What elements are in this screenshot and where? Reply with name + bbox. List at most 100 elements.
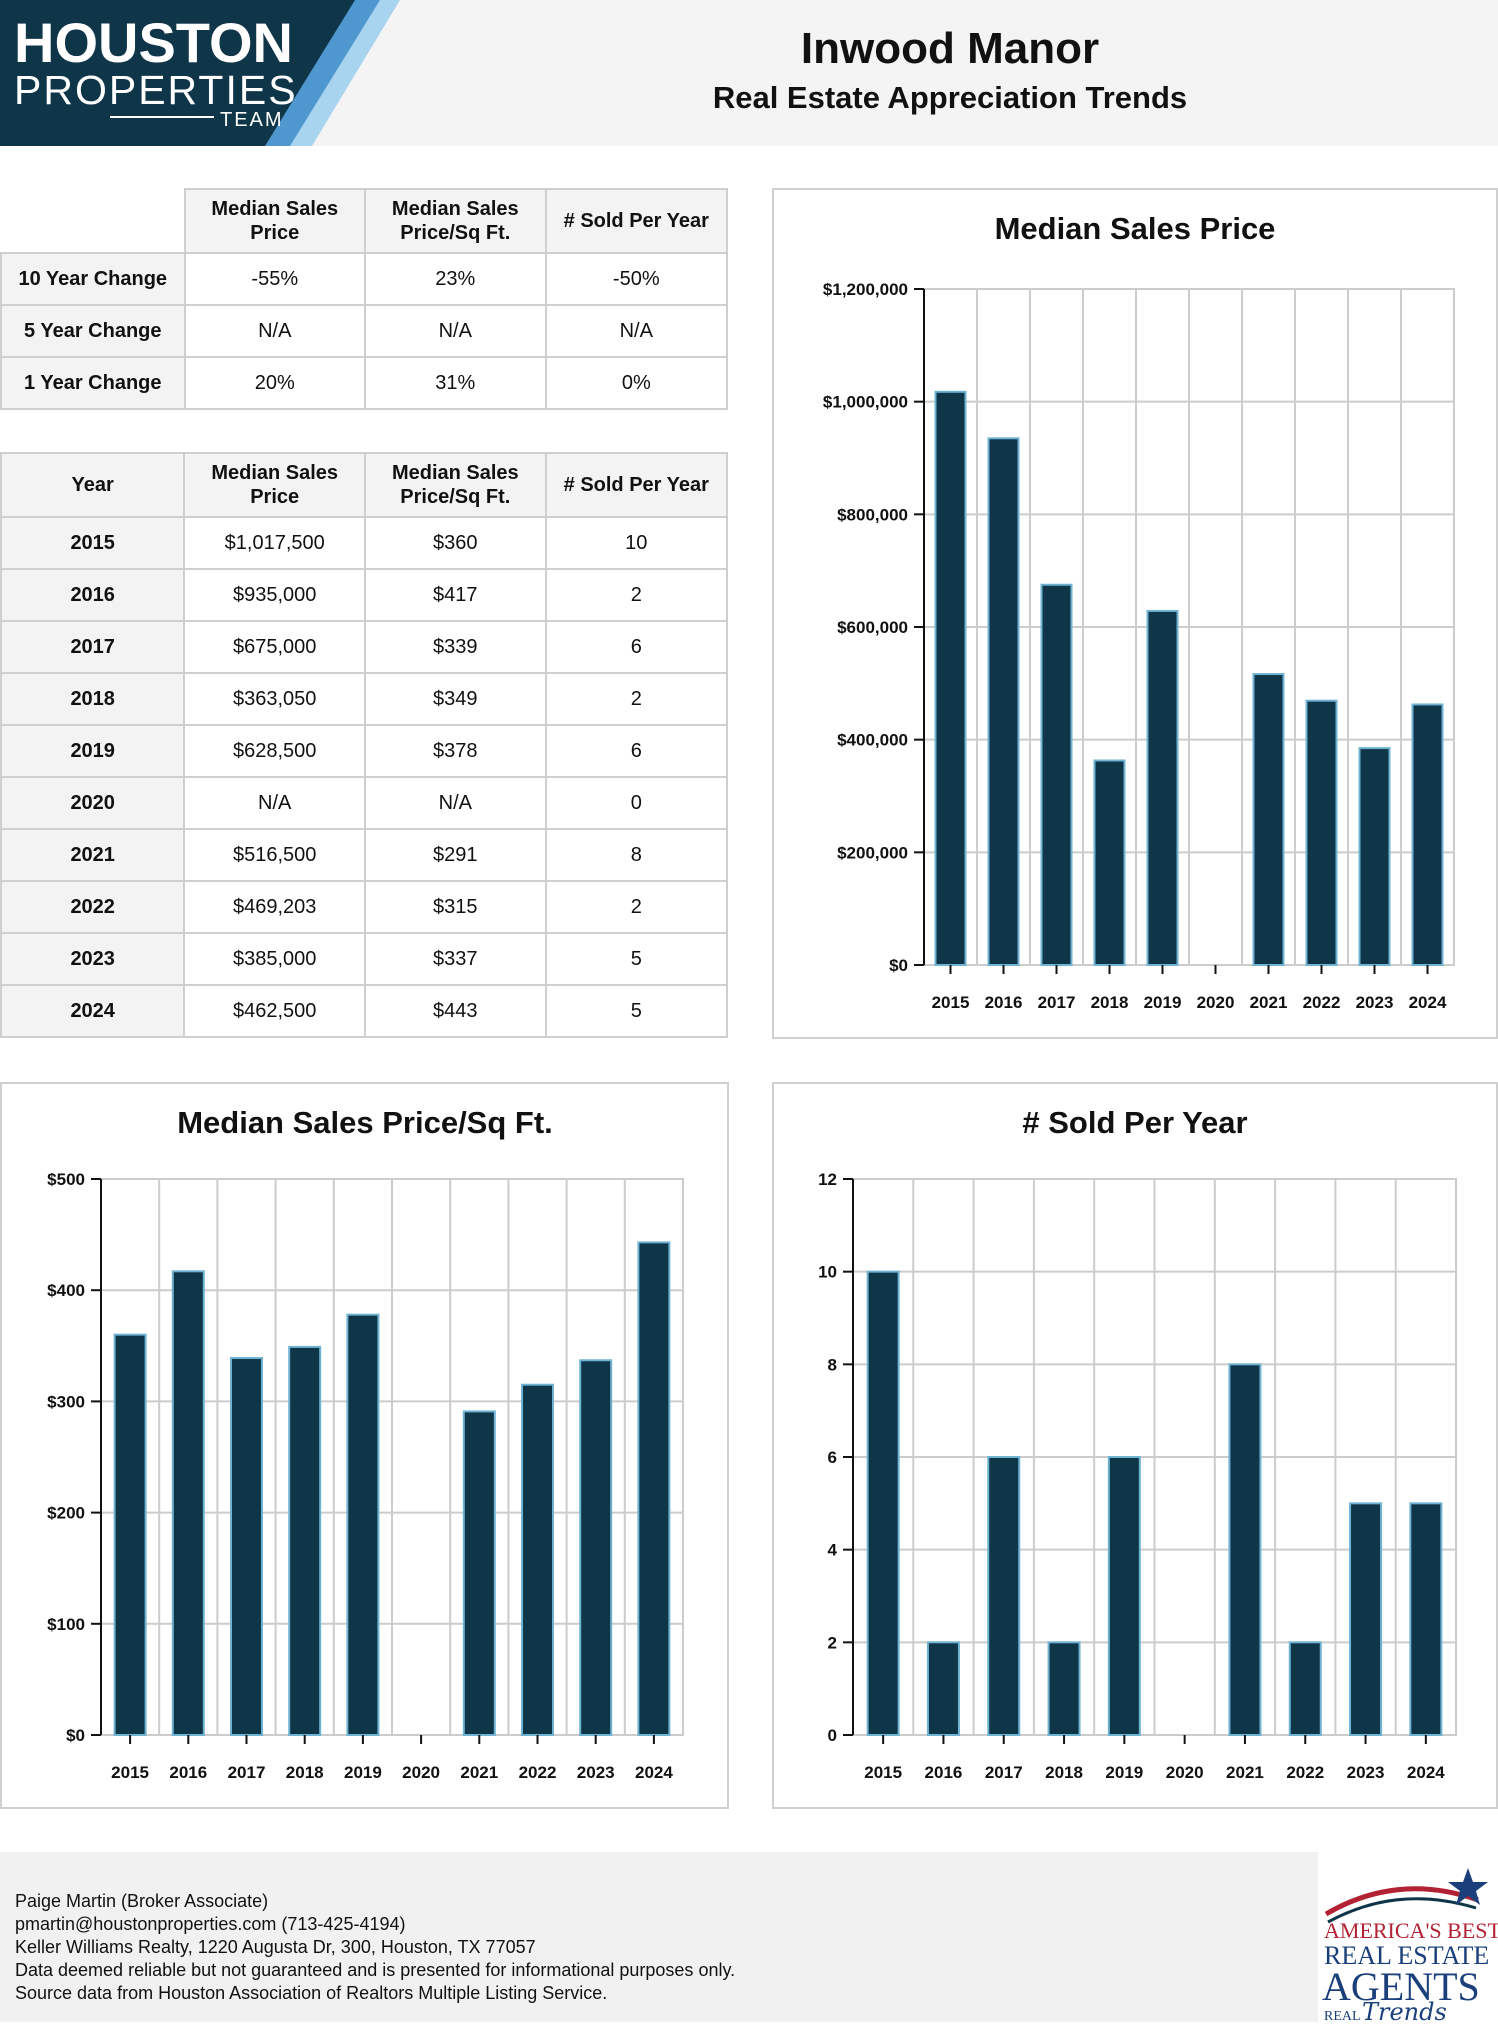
page-header: HOUSTON PROPERTIES TEAM Inwood Manor Rea… bbox=[0, 0, 1498, 146]
x-tick-label: 2020 bbox=[1166, 1763, 1204, 1782]
value-cell: 2 bbox=[544, 568, 729, 622]
x-tick-label: 2019 bbox=[344, 1763, 382, 1782]
y-tick-label: 12 bbox=[818, 1170, 837, 1189]
footer-line: Keller Williams Realty, 1220 Augusta Dr,… bbox=[15, 1937, 536, 1957]
year-cell: 2018 bbox=[0, 672, 186, 726]
bar bbox=[987, 1456, 1021, 1736]
value-cell: $417 bbox=[364, 568, 547, 622]
change-row: 5 Year Change N/A N/A N/A bbox=[0, 304, 729, 358]
footer-line: Source data from Houston Association of … bbox=[15, 1983, 608, 2003]
year-row: 2016 $935,000 $417 2 bbox=[0, 568, 729, 622]
x-tick-label: 2021 bbox=[1250, 993, 1288, 1012]
change-col-header: Median Sales Price/Sq Ft. bbox=[364, 188, 547, 254]
value-cell: $378 bbox=[364, 724, 547, 778]
value-cell: $935,000 bbox=[183, 568, 367, 622]
year-row: 2023 $385,000 $337 5 bbox=[0, 932, 729, 986]
price-sqft-chart: Median Sales Price/Sq Ft. $0 $100 $200 $300 $… bbox=[47, 1105, 684, 1782]
value-cell: 6 bbox=[544, 620, 729, 674]
year-row: 2017 $675,000 $339 6 bbox=[0, 620, 729, 674]
value-cell: $360 bbox=[364, 516, 547, 570]
year-col-header: Year bbox=[0, 452, 186, 518]
svg-text:PROPERTIES: PROPERTIES bbox=[14, 67, 298, 113]
chart-title: # Sold Per Year bbox=[1022, 1105, 1247, 1140]
year-col-header: Median Sales Price/Sq Ft. bbox=[364, 452, 547, 518]
chart-title: Median Sales Price bbox=[995, 211, 1276, 246]
x-tick-label: 2024 bbox=[1409, 993, 1447, 1012]
x-tick-label: 2017 bbox=[985, 1763, 1023, 1782]
x-tick-label: 2019 bbox=[1144, 993, 1182, 1012]
change-cell: 0% bbox=[544, 356, 729, 410]
bar bbox=[1358, 747, 1391, 966]
x-tick-label: 2022 bbox=[1286, 1763, 1324, 1782]
y-tick-label: $500 bbox=[47, 1170, 85, 1189]
change-col-header: # Sold Per Year bbox=[544, 188, 729, 254]
x-tick-label: 2023 bbox=[1347, 1763, 1385, 1782]
value-cell: $337 bbox=[364, 932, 547, 986]
bar bbox=[521, 1383, 554, 1736]
x-tick-label: 2018 bbox=[1091, 993, 1129, 1012]
y-tick-label: $200 bbox=[47, 1504, 85, 1523]
x-tick-label: 2024 bbox=[1407, 1763, 1445, 1782]
year-cell: 2020 bbox=[0, 776, 186, 830]
year-row: 2024 $462,500 $443 5 bbox=[0, 984, 729, 1038]
x-tick-label: 2016 bbox=[925, 1763, 963, 1782]
bar bbox=[926, 1641, 960, 1736]
year-cell: 2024 bbox=[0, 984, 186, 1038]
year-col-header: Median Sales Price bbox=[183, 452, 367, 518]
value-cell: $363,050 bbox=[183, 672, 367, 726]
bar bbox=[987, 437, 1020, 967]
svg-text:Trends: Trends bbox=[1362, 1998, 1447, 2022]
x-tick-label: 2015 bbox=[932, 993, 970, 1012]
y-tick-label: $0 bbox=[66, 1726, 85, 1745]
y-tick-label: $1,000,000 bbox=[823, 393, 908, 412]
sold-per-year-chart: # Sold Per Year 0 2 4 6 8 10 12 2015 2016 2017 2018… bbox=[818, 1105, 1457, 1782]
change-cell: N/A bbox=[183, 304, 367, 358]
x-tick-label: 2022 bbox=[1303, 993, 1341, 1012]
bar bbox=[866, 1270, 900, 1737]
value-cell: $516,500 bbox=[183, 828, 367, 882]
svg-text:AGENTS: AGENTS bbox=[1322, 1964, 1480, 2009]
change-cell: 20% bbox=[183, 356, 367, 410]
value-cell: $339 bbox=[364, 620, 547, 674]
bar bbox=[1228, 1363, 1262, 1736]
change-row-label: 1 Year Change bbox=[0, 356, 186, 410]
americas-best-badge: AMERICA'S BEST REAL ESTATE AGENTS REAL T… bbox=[1318, 1852, 1498, 2026]
x-tick-label: 2021 bbox=[460, 1763, 498, 1782]
x-tick-label: 2015 bbox=[864, 1763, 902, 1782]
value-cell: 2 bbox=[544, 672, 729, 726]
svg-text:REAL ESTATE: REAL ESTATE bbox=[1324, 1941, 1489, 1970]
bar bbox=[579, 1359, 613, 1736]
y-tick-label: $100 bbox=[47, 1615, 85, 1634]
y-tick-label: 8 bbox=[828, 1355, 837, 1374]
value-cell: $385,000 bbox=[183, 932, 367, 986]
median-price-chart: Median Sales Price $0 $200,000 $400,000 $600… bbox=[823, 211, 1455, 1012]
bar bbox=[346, 1313, 380, 1736]
x-tick-label: 2019 bbox=[1105, 1763, 1143, 1782]
value-cell: $462,500 bbox=[183, 984, 367, 1038]
year-row: 2015 $1,017,500 $360 10 bbox=[0, 516, 729, 570]
year-col-header: # Sold Per Year bbox=[544, 452, 729, 518]
svg-text:REAL: REAL bbox=[1324, 2009, 1361, 2022]
y-tick-label: 6 bbox=[828, 1448, 837, 1467]
y-tick-label: $1,200,000 bbox=[823, 280, 908, 299]
change-cell: -55% bbox=[183, 252, 367, 306]
change-cell: N/A bbox=[364, 304, 547, 358]
change-table: Median Sales Price Median Sales Price/Sq… bbox=[0, 188, 729, 410]
price-sqft-chart-box: Median Sales Price/Sq Ft. $0 $100 $200 $300 $… bbox=[0, 1082, 729, 1809]
sold-per-year-chart-box: # Sold Per Year 0 2 4 6 8 10 12 2015 2016 2017 2018… bbox=[772, 1082, 1498, 1809]
y-tick-label: 0 bbox=[828, 1726, 837, 1745]
value-cell: $443 bbox=[364, 984, 547, 1038]
houston-properties-logo: HOUSTON PROPERTIES TEAM bbox=[0, 0, 400, 146]
x-tick-label: 2021 bbox=[1226, 1763, 1264, 1782]
svg-text:TEAM: TEAM bbox=[220, 109, 284, 131]
year-cell: 2015 bbox=[0, 516, 186, 570]
y-tick-label: 10 bbox=[818, 1263, 837, 1282]
y-tick-label: $0 bbox=[889, 956, 908, 975]
year-cell: 2019 bbox=[0, 724, 186, 778]
bar bbox=[1305, 699, 1338, 966]
x-tick-label: 2016 bbox=[169, 1763, 207, 1782]
x-tick-label: 2024 bbox=[635, 1763, 673, 1782]
year-row: 2019 $628,500 $378 6 bbox=[0, 724, 729, 778]
page-subtitle: Real Estate Appreciation Trends bbox=[712, 80, 1188, 115]
bar bbox=[1107, 1456, 1141, 1736]
